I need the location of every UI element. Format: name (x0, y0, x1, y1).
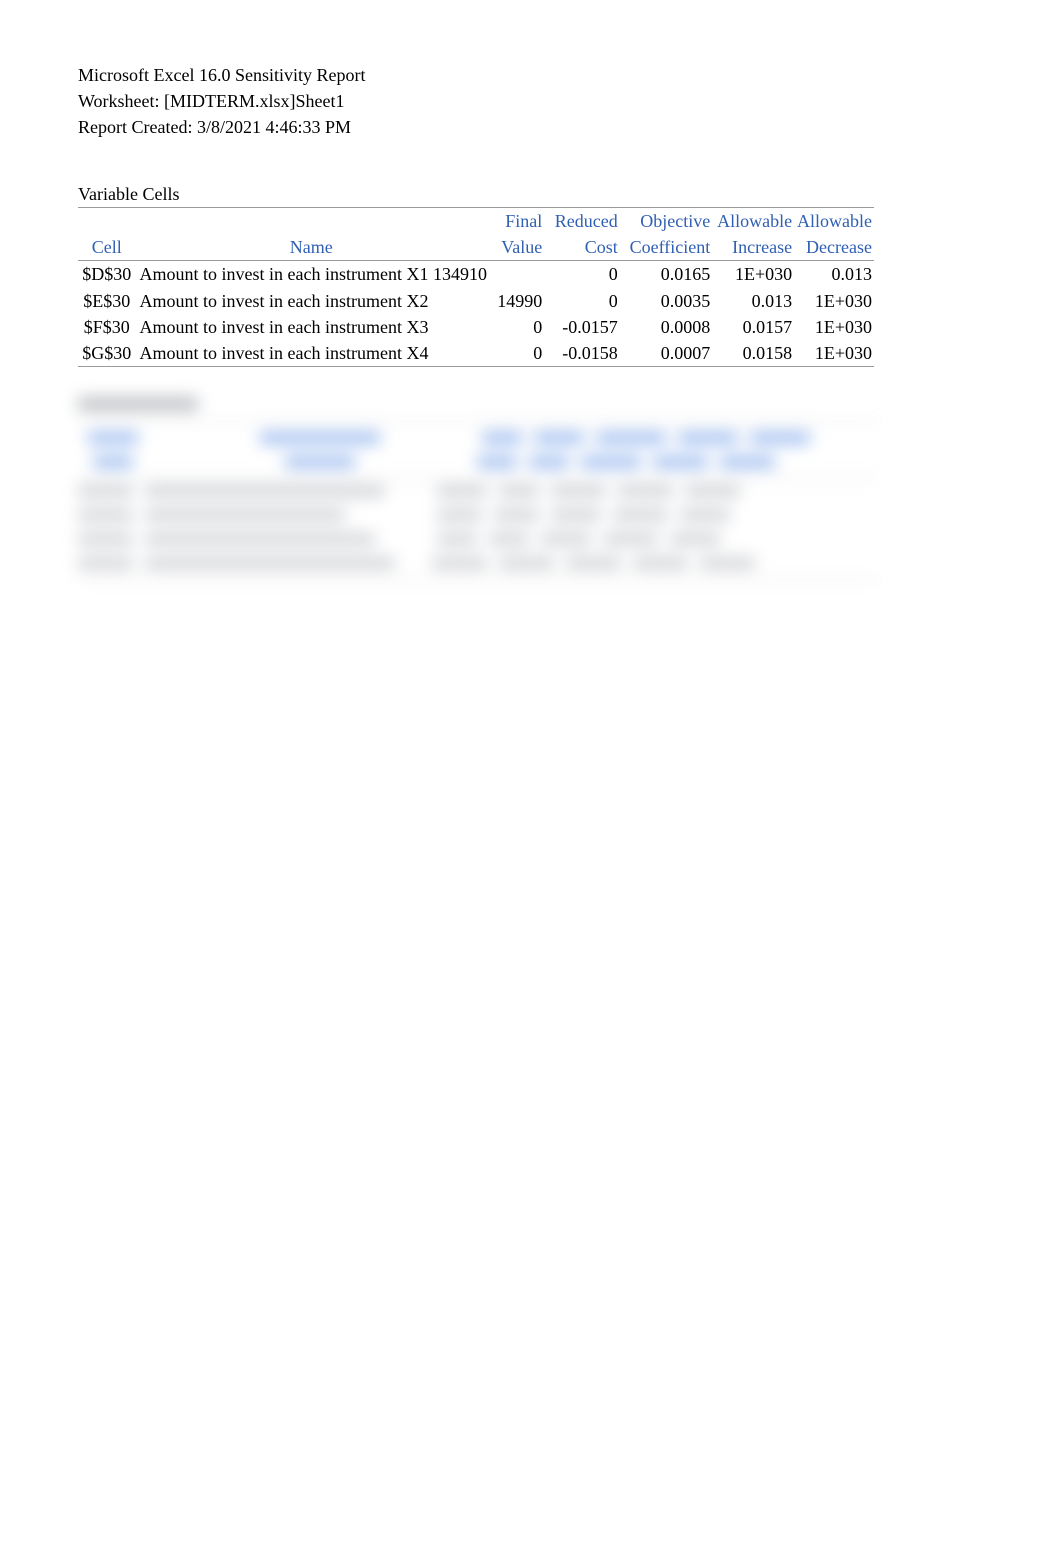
column-header: Increase (714, 234, 794, 261)
cell-obj: 0.0035 (622, 288, 715, 314)
table-header-row-2: Cell Name Value Cost Coefficient Increas… (78, 234, 874, 261)
cell-reduced: -0.0157 (546, 314, 622, 340)
obscured-constraints-section (78, 397, 878, 580)
sensitivity-report-page: Microsoft Excel 16.0 Sensitivity Report … (0, 0, 1058, 580)
column-header: Final (487, 208, 546, 235)
cell-reduced: 0 (546, 288, 622, 314)
cell-inc: 0.0157 (714, 314, 794, 340)
cell-ref: $G$30 (78, 340, 136, 367)
column-header (78, 208, 136, 235)
cell-ref: $D$30 (78, 261, 136, 288)
cell-final: 0 (487, 314, 546, 340)
report-header: Microsoft Excel 16.0 Sensitivity Report … (78, 62, 1058, 140)
column-header: Objective (622, 208, 715, 235)
column-header: Cost (546, 234, 622, 261)
cell-dec: 1E+030 (794, 314, 874, 340)
variable-cells-table: Final Reduced Objective Allowable Allowa… (78, 207, 874, 367)
cell-dec: 0.013 (794, 261, 874, 288)
cell-final: 0 (487, 340, 546, 367)
cell-reduced: -0.0158 (546, 340, 622, 367)
cell-name: Amount to invest in each instrument X1 1… (136, 261, 487, 288)
report-created: Report Created: 3/8/2021 4:46:33 PM (78, 114, 1058, 140)
cell-name: Amount to invest in each instrument X3 (136, 314, 487, 340)
table-header-row-1: Final Reduced Objective Allowable Allowa… (78, 208, 874, 235)
cell-inc: 1E+030 (714, 261, 794, 288)
cell-ref: $E$30 (78, 288, 136, 314)
cell-name-text: Amount to invest in each instrument X1 (140, 264, 429, 284)
report-worksheet: Worksheet: [MIDTERM.xlsx]Sheet1 (78, 88, 1058, 114)
cell-obj: 0.0165 (622, 261, 715, 288)
cell-ref: $F$30 (78, 314, 136, 340)
cell-inc: 0.013 (714, 288, 794, 314)
column-header: Name (136, 234, 487, 261)
column-header: Coefficient (622, 234, 715, 261)
cell-reduced: 0 (546, 261, 622, 288)
column-header: Cell (78, 234, 136, 261)
table-row: $D$30 Amount to invest in each instrumen… (78, 261, 874, 288)
table-row: $F$30 Amount to invest in each instrumen… (78, 314, 874, 340)
cell-name: Amount to invest in each instrument X2 (136, 288, 487, 314)
column-header: Reduced (546, 208, 622, 235)
column-header (136, 208, 487, 235)
cell-dec: 1E+030 (794, 288, 874, 314)
column-header: Value (487, 234, 546, 261)
variable-cells-title: Variable Cells (78, 184, 1058, 205)
column-header: Allowable (714, 208, 794, 235)
table-row: $E$30 Amount to invest in each instrumen… (78, 288, 874, 314)
column-header: Decrease (794, 234, 874, 261)
table-row: $G$30 Amount to invest in each instrumen… (78, 340, 874, 367)
cell-obj: 0.0007 (622, 340, 715, 367)
cell-dec: 1E+030 (794, 340, 874, 367)
cell-inc: 0.0158 (714, 340, 794, 367)
cell-final (487, 261, 546, 288)
column-header: Allowable (794, 208, 874, 235)
cell-name: Amount to invest in each instrument X4 (136, 340, 487, 367)
cell-final: 14990 (487, 288, 546, 314)
report-title: Microsoft Excel 16.0 Sensitivity Report (78, 62, 1058, 88)
cell-final-inline: 134910 (433, 264, 487, 284)
cell-obj: 0.0008 (622, 314, 715, 340)
